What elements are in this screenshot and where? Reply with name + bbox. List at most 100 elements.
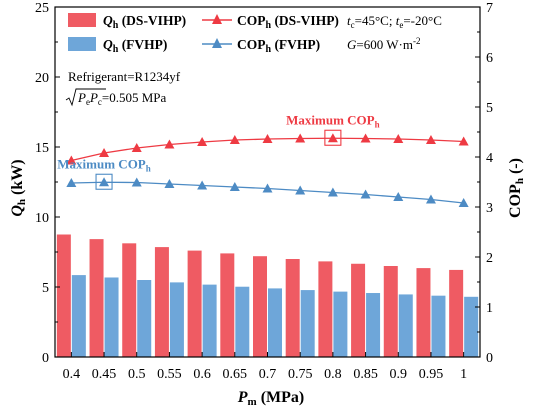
legend-label-qh-fvhp: Qh (FVHP) <box>103 37 167 55</box>
bar-series1-0.9 <box>398 294 413 357</box>
legend-marker-cop-fvhp <box>212 38 222 48</box>
max-box-series1 <box>95 173 113 190</box>
y-left-tick-label-5: 5 <box>42 281 49 296</box>
marker-series1-0.7 <box>262 183 273 193</box>
marker-series0-0.95 <box>425 135 436 144</box>
marker-series0-0.9 <box>393 134 404 143</box>
legend-label-cop-dsvihp: COPh (DS-VIHP) <box>237 13 339 31</box>
x-tick-label-0.4: 0.4 <box>63 367 81 382</box>
marker-series1-0.6 <box>197 180 208 190</box>
marker-series1-0.95 <box>425 194 436 204</box>
bar-series1-0.7 <box>268 288 282 357</box>
bar-series0-0.7 <box>253 256 267 357</box>
marker-series0-1 <box>458 136 469 146</box>
marker-series0-0.6 <box>197 137 208 146</box>
x-tick-label-0.55: 0.55 <box>157 367 182 382</box>
marker-series0-0.75 <box>295 133 306 143</box>
marker-series0-0.65 <box>229 135 240 144</box>
bar-series0-0.55 <box>154 247 169 357</box>
legend-label-cop-fvhp: COPh (FVHP) <box>237 37 320 55</box>
legend: Qh (DS-VIHP) Qh (FVHP) COPh (DS-VIHP) CO… <box>68 13 339 55</box>
bar-series1-1 <box>464 296 479 357</box>
legend-marker-cop-dsvihp <box>212 14 222 24</box>
marker-series0-0.85 <box>360 133 371 143</box>
y-right-tick-label-1: 1 <box>486 301 493 316</box>
bar-series1-0.65 <box>235 286 250 357</box>
marker-series0-0.7 <box>262 134 273 143</box>
bar-series1-0.85 <box>366 293 381 357</box>
x-tick-label-1: 1 <box>460 367 467 382</box>
marker-series0-0.4 <box>66 155 77 165</box>
bar-series1-0.45 <box>104 277 119 357</box>
marker-series1-1 <box>458 198 469 207</box>
y-right-tick-label-5: 5 <box>486 101 493 116</box>
y-right-tick-label-6: 6 <box>486 51 493 66</box>
bar-series0-0.95 <box>416 268 431 357</box>
x-tick-label-0.45: 0.45 <box>92 367 117 382</box>
x-tick-label-0.6: 0.6 <box>193 367 211 382</box>
bar-series1-0.55 <box>169 282 184 357</box>
bar-series0-0.85 <box>351 263 366 357</box>
bar-series1-0.4 <box>71 275 86 357</box>
bar-series0-0.45 <box>89 239 104 357</box>
legend-swatch-qh-dsvihp <box>68 13 96 27</box>
pressure-note-text: PePc=0.505 MPa <box>77 90 167 107</box>
y-left-tick-label-25: 25 <box>35 1 49 16</box>
x-tick-label-0.95: 0.95 <box>419 367 444 382</box>
y-axis-left-label: Qh (kW) <box>9 159 28 216</box>
marker-series0-0.45 <box>99 148 110 157</box>
y-right-tick-label-3: 3 <box>486 201 493 216</box>
y-left-tick-label-0: 0 <box>42 351 49 366</box>
bars-layer <box>56 234 479 357</box>
marker-series1-0.85 <box>360 189 371 199</box>
legend-swatch-qh-fvhp <box>68 37 96 51</box>
marker-series0-0.8 <box>327 133 338 143</box>
y-left-tick-label-10: 10 <box>35 211 49 226</box>
x-tick-label-0.5: 0.5 <box>128 367 146 382</box>
y-right-tick-label-7: 7 <box>486 1 493 16</box>
marker-series1-0.8 <box>327 187 338 197</box>
condition-temperatures: tc=45°C; te=-20°C <box>347 13 442 30</box>
bar-series1-0.5 <box>137 280 152 357</box>
marker-series1-0.45 <box>99 177 110 187</box>
bar-series0-0.6 <box>187 250 202 357</box>
max-box-series0 <box>324 129 342 146</box>
bar-series1-0.95 <box>431 295 446 357</box>
x-tick-label-0.7: 0.7 <box>259 367 277 382</box>
marker-series1-0.5 <box>131 177 142 187</box>
marker-series0-0.5 <box>131 143 142 152</box>
x-tick-label-0.75: 0.75 <box>288 367 313 382</box>
y-right-tick-label-4: 4 <box>486 151 493 166</box>
bar-series0-0.5 <box>122 243 137 357</box>
x-axis-label: Pm (MPa) <box>237 389 304 408</box>
marker-series1-0.65 <box>229 182 240 191</box>
y-right-tick-label-0: 0 <box>486 351 493 366</box>
bar-series1-0.6 <box>202 284 217 357</box>
bar-series1-0.75 <box>300 290 315 357</box>
x-tick-label-0.8: 0.8 <box>324 367 342 382</box>
bar-series1-0.8 <box>333 291 348 357</box>
max-cop-label-fvhp: Maximum COPh <box>57 156 150 173</box>
bar-series0-0.4 <box>56 234 71 357</box>
bar-series0-0.9 <box>383 266 398 357</box>
bar-series0-0.8 <box>318 261 333 357</box>
axes-layer: 0 5 10 15 20 25 0 1 2 3 4 5 6 7 0.4 0.45 0.5 0.55 0.6 0.65 0… <box>35 1 493 382</box>
legend-label-qh-dsvihp: Qh (DS-VIHP) <box>103 13 186 31</box>
marker-series1-0.9 <box>393 192 404 201</box>
max-cop-label-dsvihp: Maximum COPh <box>286 112 379 129</box>
y-axis-right-label: COPh (-) <box>507 158 526 218</box>
x-tick-label-0.9: 0.9 <box>390 367 408 382</box>
condition-irradiance: G=600 W·m-2 <box>347 36 420 52</box>
y-left-tick-label-15: 15 <box>35 141 49 156</box>
bar-series0-0.75 <box>285 259 300 357</box>
sqrt-symbol <box>65 88 106 107</box>
lines-layer <box>66 129 469 207</box>
bar-series0-0.65 <box>220 253 235 357</box>
x-tick-label-0.65: 0.65 <box>223 367 248 382</box>
marker-series0-0.55 <box>164 139 175 149</box>
y-right-tick-label-2: 2 <box>486 251 493 266</box>
pressure-note: PePc=0.505 MPa <box>65 88 167 107</box>
marker-series1-0.55 <box>164 179 175 188</box>
refrigerant-note: Refrigerant=R1234yf <box>68 69 181 84</box>
